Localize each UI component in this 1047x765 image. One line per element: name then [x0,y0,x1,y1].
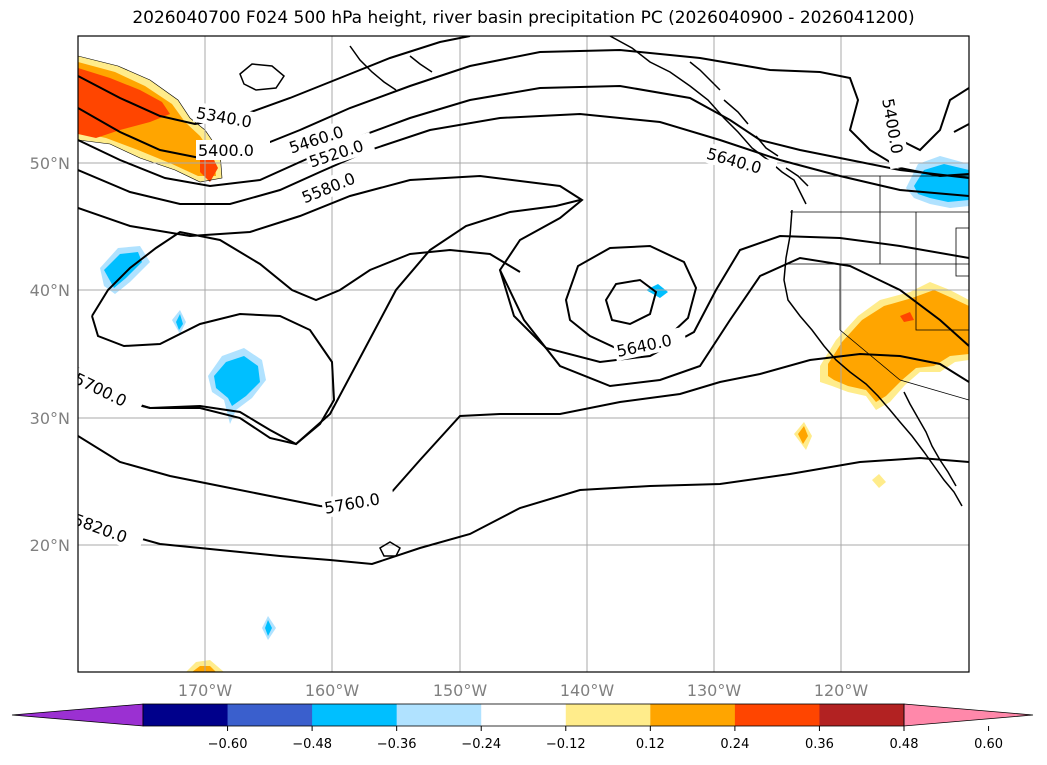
map-area: 5340.0 5400.0 5460.0 5520.0 5580.0 5640.… [78,36,969,672]
colorbar-tick-label: −0.24 [461,737,501,752]
contour-5340 [78,36,471,126]
colorbar-segment [312,704,398,726]
coast-bc-islands [689,61,809,187]
colorbar-tick-label: −0.12 [546,737,586,752]
colorbar-segment [227,704,313,726]
coast-baja [903,391,957,487]
island-1 [239,63,285,91]
lat-label-20: 20°N [30,536,70,555]
lon-label-160w: 160°W [305,681,360,700]
colorbar-tick-label: 0.60 [974,737,1003,752]
map-frame [77,35,970,673]
contour-5460 [78,84,969,188]
lon-label-140w: 140°W [560,681,615,700]
precip-negative-small1-core [176,314,183,330]
island-hawaii [379,541,401,557]
precip-shading [78,55,969,672]
precip-positive-small3-core [798,426,808,444]
contour-5640-loop [78,312,336,446]
coast-west-us [783,209,963,507]
colorbar-segment [396,704,482,726]
colorbar-tick-label: −0.60 [208,737,248,752]
contour-5520 [78,112,969,205]
colorbar-tick-label: 0.36 [805,737,834,752]
longitude-labels: 170°W 160°W 150°W 140°W 130°W 120°W [178,681,869,700]
lon-label-120w: 120°W [814,681,869,700]
colorbar-frame [142,703,905,727]
precip-positive-us-spot [900,312,914,322]
colorbar-segment [481,704,567,726]
colorbar-segment [734,704,820,726]
gridlines [78,36,969,672]
colorbar-right-extend [903,703,1034,727]
colorbar-tick-label: 0.12 [636,737,665,752]
precip-negative-small2-core [265,620,272,636]
precip-positive-small4 [872,474,886,488]
contour-label-5400: 5400.0 [198,141,254,160]
coastlines [239,36,963,557]
border-state-7 [899,379,969,401]
precip-positive-bottom-core [192,666,216,672]
colorbar-segment [819,704,905,726]
coast-aleutian [349,45,433,91]
lon-label-130w: 130°W [687,681,742,700]
colorbar-segment [143,704,229,726]
latitude-labels: 50°N 40°N 30°N 20°N [30,154,70,555]
border-state-8 [955,227,969,277]
lat-label-30: 30°N [30,409,70,428]
contour-labels: 5340.0 5400.0 5460.0 5520.0 5580.0 5640.… [78,94,911,553]
precip-negative-west-core [104,252,142,288]
colorbar-tick-label: −0.48 [292,737,332,752]
contour-5760 [78,352,969,512]
lat-label-50: 50°N [30,154,70,173]
contour-5700 [78,199,969,446]
precip-negative-center-core [214,356,260,406]
contour-5640-outer [91,230,698,352]
colorbar-tick-label: 0.48 [890,737,919,752]
contour-5640-inner [604,278,658,326]
contour-5580 [78,174,969,364]
colorbar: −0.60 −0.48 −0.36 −0.24 −0.12 0.12 0.24 0.36 0.4… [11,703,1034,752]
lon-label-150w: 150°W [433,681,488,700]
colorbar-tick-label: −0.36 [377,737,417,752]
border-state-5 [839,264,901,381]
colorbar-left-extend [11,703,144,727]
colorbar-tick-label: 0.24 [720,737,749,752]
contour-5820 [78,456,969,566]
precip-positive-us-mid [828,290,969,402]
lon-label-170w: 170°W [178,681,233,700]
lat-label-40: 40°N [30,281,70,300]
coast-alaska [609,36,807,205]
colorbar-segment [565,704,651,726]
colorbar-segment [650,704,736,726]
page-title: 2026040700 F024 500 hPa height, river ba… [132,8,915,28]
